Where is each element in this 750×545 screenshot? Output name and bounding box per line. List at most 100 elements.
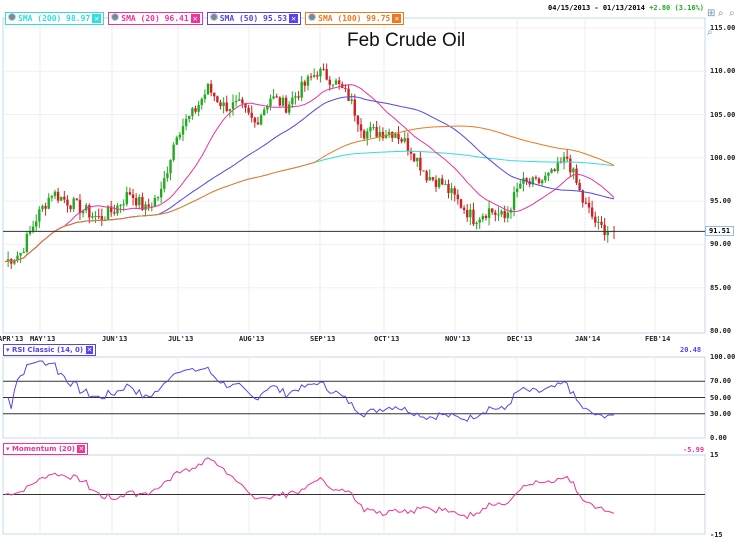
candle (91, 216, 94, 218)
candle (31, 226, 35, 232)
candle (194, 108, 197, 112)
candle (462, 207, 466, 210)
candle (100, 216, 104, 220)
candle (347, 88, 350, 101)
candle (25, 233, 29, 252)
candle (75, 198, 79, 200)
candle (434, 179, 438, 188)
rsi-close-icon[interactable]: ✕ (85, 346, 94, 354)
candle (113, 212, 116, 214)
x-tick-label: JUN'13 (102, 335, 128, 343)
remove-icon[interactable]: ✕ (92, 14, 102, 23)
candle (266, 106, 269, 110)
candle (119, 205, 122, 207)
candle (397, 133, 400, 140)
candle (450, 188, 453, 193)
candle (22, 251, 25, 253)
visibility-icon[interactable] (209, 13, 218, 21)
remove-icon[interactable]: ✕ (392, 14, 402, 23)
rsi-tick-label: 100.00 (710, 353, 736, 361)
candle (319, 68, 322, 77)
candle (375, 127, 378, 137)
candle (131, 194, 135, 198)
candle (209, 83, 213, 93)
visibility-icon[interactable] (111, 13, 120, 21)
legend-item[interactable]: SMA (50) 95.53 ✕ (206, 12, 302, 25)
candle (534, 177, 538, 179)
candle (400, 139, 403, 142)
zoom-reset-icon[interactable]: ⌕ (707, 27, 713, 38)
candle (247, 107, 250, 113)
candle (519, 183, 522, 189)
candle (497, 214, 500, 216)
remove-icon[interactable]: ✕ (190, 14, 200, 23)
momentum-close-icon[interactable]: ✕ (77, 445, 86, 453)
y-tick-label: 115.00 (710, 23, 736, 32)
remove-icon[interactable]: ✕ (289, 14, 299, 23)
momentum-panel-title[interactable]: ▾ Momentum (20) ✕ (3, 443, 89, 455)
candle (391, 131, 394, 138)
x-tick-label: JUL'13 (168, 335, 194, 343)
candle (362, 130, 366, 139)
candle (487, 208, 491, 219)
candle (263, 109, 266, 116)
candle (222, 102, 225, 107)
y-tick-label: 110.00 (710, 67, 736, 76)
candle (344, 88, 347, 90)
candle (16, 255, 19, 261)
rsi-tick-label: 30.00 (710, 409, 732, 418)
candle (60, 196, 63, 201)
candle (72, 198, 75, 210)
candle (172, 144, 175, 160)
candle (166, 173, 169, 179)
candle (472, 209, 475, 225)
rsi-panel-title[interactable]: ▾ RSI Classic (14, 0) ✕ (3, 344, 97, 356)
candle (216, 96, 219, 103)
candle (553, 169, 556, 172)
candle (78, 199, 82, 214)
candle (584, 202, 588, 204)
candle (19, 252, 22, 256)
candle (522, 178, 525, 184)
x-tick-label: APR'13 (0, 335, 24, 343)
candle (138, 196, 141, 206)
zoom-out-icon[interactable]: ⌕ (729, 8, 735, 19)
candle (291, 97, 294, 105)
momentum-value: -5.99 (683, 446, 705, 454)
candle (394, 133, 397, 138)
legend-item[interactable]: SMA (200) 98.97 ✕ (5, 12, 105, 25)
candle (35, 221, 38, 227)
candle (428, 177, 431, 181)
candle (200, 98, 203, 105)
candle (403, 138, 406, 142)
candle (259, 115, 263, 125)
candle (456, 194, 460, 200)
visibility-icon[interactable] (8, 13, 16, 21)
date-range: 04/15/2013 - 01/13/2014 (548, 4, 645, 12)
candle (163, 178, 166, 189)
legend-item[interactable]: SMA (100) 99.75 ✕ (305, 12, 405, 25)
rsi-tick-label: 50.00 (710, 393, 732, 402)
candle (253, 117, 257, 123)
candle (250, 112, 253, 118)
candle (328, 79, 331, 85)
visibility-icon[interactable] (308, 13, 317, 21)
candle (597, 221, 600, 223)
x-tick-label: DEC'13 (507, 335, 533, 343)
candle (540, 180, 544, 184)
candle (578, 183, 581, 191)
candle (47, 197, 50, 209)
candle (459, 199, 463, 208)
legend-item[interactable]: SMA (20) 96.41 ✕ (108, 12, 203, 25)
crosshair-icon[interactable]: ⊞ (707, 8, 716, 19)
candle (225, 102, 228, 111)
candle (238, 99, 241, 101)
candle (350, 99, 353, 101)
candle (515, 188, 519, 193)
rsi-value: 20.48 (680, 346, 702, 354)
candle (197, 104, 200, 112)
candle (447, 183, 450, 193)
candle (278, 97, 282, 106)
candle (159, 188, 163, 198)
zoom-in-icon[interactable]: ⌕ (718, 8, 724, 19)
